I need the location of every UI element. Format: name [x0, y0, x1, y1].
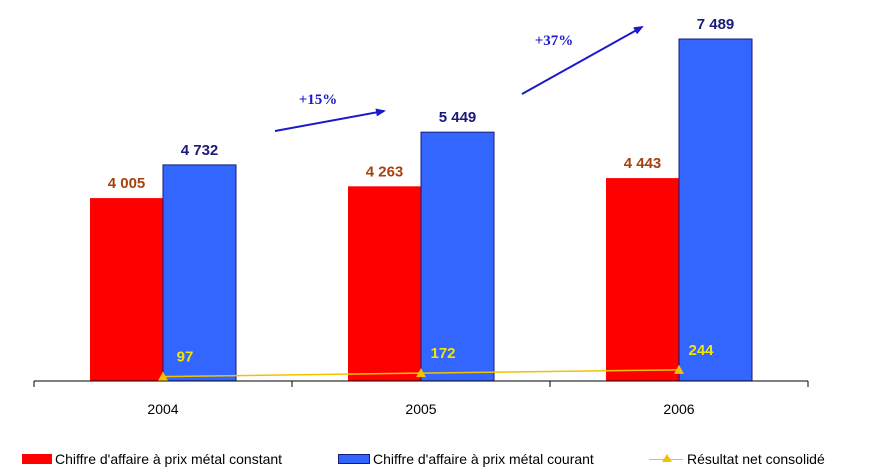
- legend-item-courant: Chiffre d'affaire à prix métal courant: [338, 451, 594, 467]
- data-label-resultat-2005: 172: [430, 345, 455, 362]
- line-marker-2006: [674, 364, 684, 374]
- legend-label-constant: Chiffre d'affaire à prix métal constant: [55, 451, 283, 467]
- line-marker-2004: [158, 371, 168, 381]
- x-tick-label-2005: 2005: [405, 401, 436, 417]
- legend-item-resultat: Résultat net consolidé: [649, 451, 825, 467]
- legend-swatch-constant: [22, 454, 52, 464]
- data-label-courant-2004: 4 732: [181, 142, 219, 159]
- data-label-constant-2005: 4 263: [366, 163, 404, 180]
- x-axis: [33, 380, 809, 387]
- bar-courant-2005: [420, 131, 495, 382]
- legend-swatch-courant: [338, 454, 370, 464]
- growth-label-2005: +15%: [299, 92, 338, 108]
- bar-constant-2006: [606, 178, 679, 381]
- data-label-courant-2005: 5 449: [439, 109, 477, 126]
- legend-label-resultat: Résultat net consolidé: [687, 451, 825, 467]
- bars-layer: [90, 38, 753, 382]
- line-marker-2005: [416, 368, 426, 378]
- x-tick-label-2006: 2006: [663, 401, 694, 417]
- growth-arrow-2006: [521, 26, 644, 95]
- data-label-constant-2006: 4 443: [624, 155, 662, 172]
- data-label-courant-2006: 7 489: [697, 16, 735, 33]
- bar-courant-2006: [678, 38, 753, 382]
- legend: Chiffre d'affaire à prix métal constant …: [0, 449, 883, 470]
- tick-labels-layer: 2004 2005 2006: [147, 401, 694, 417]
- legend-label-courant: Chiffre d'affaire à prix métal courant: [373, 451, 594, 467]
- growth-arrow-2005: [274, 108, 386, 132]
- line-series-layer: [158, 364, 684, 381]
- legend-swatch-resultat: [649, 453, 683, 465]
- legend-item-constant: Chiffre d'affaire à prix métal constant: [22, 451, 282, 467]
- growth-arrows: +15% +37%: [274, 26, 644, 132]
- data-label-constant-2004: 4 005: [108, 175, 146, 192]
- bar-courant-2004: [162, 164, 237, 382]
- bar-constant-2005: [348, 186, 421, 381]
- data-label-resultat-2004: 97: [177, 349, 194, 366]
- bar-constant-2004: [90, 198, 163, 381]
- data-label-resultat-2006: 244: [688, 342, 714, 359]
- growth-label-2006: +37%: [535, 33, 574, 49]
- labels-layer: 4 005 4 732 4 263 5 449 4 443 7 489 97 172 244: [108, 16, 735, 366]
- x-tick-label-2004: 2004: [147, 401, 178, 417]
